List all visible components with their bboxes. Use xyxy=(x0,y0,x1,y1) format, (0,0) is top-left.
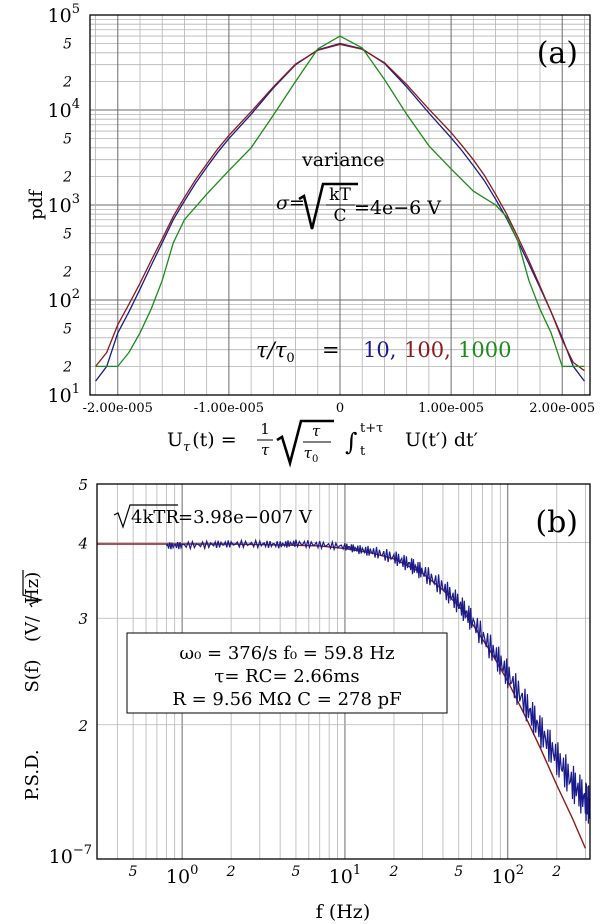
ylabel-unit: (V/Hz) xyxy=(22,572,43,642)
params-line-1: ω₀ = 376/s f₀ = 59.8 Hz xyxy=(179,643,394,664)
panel-b-xtick-decade: 101 xyxy=(329,863,361,888)
panel-b: 100 101 102 5 2 5 2 5 2 5 4 3 2 10−7 (b) P.S.D. S(f) … xyxy=(22,476,591,923)
panel-a-ytick-minor: 5 xyxy=(63,227,72,243)
panel-b-xtick-minor: 2 xyxy=(226,864,236,880)
panel-a-xtick-label: 2.00e-005 xyxy=(529,401,595,416)
panel-a-xtick-label: 1.00e-005 xyxy=(418,401,484,416)
legend-prefix-sub: 0 xyxy=(286,351,294,366)
panel-a-xtick-label: -2.00e-005 xyxy=(83,401,153,416)
xlabel-sqrt-den-sub: 0 xyxy=(312,454,318,465)
xlabel-u-sub: τ xyxy=(183,440,191,455)
params-box: ω₀ = 376/s f₀ = 59.8 Hz τ= RC= 2.66ms R … xyxy=(126,632,448,714)
legend-prefix: τ/τ0 xyxy=(256,338,295,366)
panel-a-series-line-0 xyxy=(95,42,585,382)
panel-b-ytick-label: 2 xyxy=(77,717,88,735)
panel-b-xtick-minor: 2 xyxy=(551,864,561,880)
panel-b-xtick-minor: 2 xyxy=(388,864,398,880)
ylabel-unit-radical xyxy=(22,570,43,608)
panel-a-series-line-1 xyxy=(95,43,585,372)
panel-a-ytick-minor: 5 xyxy=(63,37,72,53)
panel-a-ytick-decade: 103 xyxy=(48,192,80,217)
panel-a-ytick-decade: 102 xyxy=(48,287,80,312)
legend-series-100: 100, xyxy=(404,338,451,362)
panel-a-xlabel: Uτ (t) = 1 τ τ τ0 ∫ t+τ t U(t′) dt′ xyxy=(167,419,478,468)
panel-a-legend: τ/τ0 = 10, 100, 1000 xyxy=(256,338,511,366)
xlabel-radical xyxy=(276,419,334,468)
legend-series-1000: 1000 xyxy=(458,338,511,362)
xlabel-sqrt-num: τ xyxy=(312,422,321,440)
sigma-frac-den: C xyxy=(333,206,346,226)
variance-annotation: variance σ= kT C =4e−6 V xyxy=(276,149,441,230)
panel-a-ytick-decade: 104 xyxy=(48,97,80,122)
xlabel-int-upper: t+τ xyxy=(360,421,383,436)
panel-b-series xyxy=(97,538,591,849)
xlabel-int-lower: t xyxy=(360,444,366,459)
params-line-3: R = 9.56 MΩ C = 278 pF xyxy=(172,689,401,710)
xlabel-sqrt-den: τ0 xyxy=(304,444,319,465)
panel-b-xlabel: f (Hz) xyxy=(316,901,370,923)
params-line-2: τ= RC= 2.66ms xyxy=(214,666,359,687)
panel-a-label: (a) xyxy=(537,36,578,71)
panel-a-xtick-label: -1.00e-005 xyxy=(194,401,264,416)
sigma-radical xyxy=(298,182,358,230)
xlabel-u: Uτ (t) = xyxy=(167,429,237,455)
legend-series-10: 10, xyxy=(363,338,396,362)
params-frame xyxy=(126,632,448,714)
panel-a-ytick-decade: 105 xyxy=(48,2,80,27)
variance-title: variance xyxy=(301,149,385,171)
panel-a-ytick-minor: 5 xyxy=(63,132,72,148)
panel-b-xtick-minor: 5 xyxy=(291,864,300,880)
panel-a-ytick-minor: 2 xyxy=(62,359,72,375)
panel-a-series xyxy=(95,35,585,382)
xlabel-integral: ∫ xyxy=(345,428,358,456)
xlabel-integrand: U(t′) dt′ xyxy=(405,429,478,451)
ylabel-sf: S(f) xyxy=(22,659,43,692)
panel-b-series-line-1 xyxy=(165,538,591,824)
noise-rad: 4kTR xyxy=(131,507,179,528)
panel-a-series-line-2 xyxy=(95,35,585,368)
panel-a-tick-labels: -2.00e-005 -1.00e-005 0 1.00e-005 2.00e-005 1… xyxy=(48,2,596,416)
panel-b-tick-labels: 100 101 102 5 2 5 2 5 2 5 4 3 2 10−7 xyxy=(49,476,562,888)
panel-a-ytick-minor: 2 xyxy=(62,74,72,90)
panel-b-ylabel: P.S.D. S(f) (V/Hz) xyxy=(22,570,43,801)
panel-b-label: (b) xyxy=(535,505,578,540)
noise-label: 4kTR =3.98e−007 V xyxy=(113,504,313,529)
panel-a-ytick-minor: 2 xyxy=(62,264,72,280)
panel-b-xtick-decade: 100 xyxy=(166,863,198,888)
ylabel-psd: P.S.D. xyxy=(22,749,43,800)
noise-radical xyxy=(113,504,178,529)
xlabel-frac-den: τ xyxy=(261,441,270,459)
panel-b-ytick-label: 4 xyxy=(77,535,88,553)
xlabel-frac-num: 1 xyxy=(260,420,270,438)
panel-a-frame xyxy=(89,14,591,396)
sigma-frac-num: kT xyxy=(329,185,351,205)
panel-a: -2.00e-005 -1.00e-005 0 1.00e-005 2.00e-005 1… xyxy=(26,2,596,468)
panel-b-ytick-label: 5 xyxy=(78,476,88,494)
panel-b-ytick-bottom: 10−7 xyxy=(49,843,92,868)
noise-value: =3.98e−007 V xyxy=(178,507,313,528)
panel-b-xtick-minor: 5 xyxy=(129,864,138,880)
panel-b-frame xyxy=(96,483,591,860)
panel-b-ytick-label: 3 xyxy=(78,610,88,628)
panel-a-ytick-minor: 5 xyxy=(63,322,72,338)
panel-b-xtick-decade: 102 xyxy=(492,863,524,888)
panel-a-xtick-label: 0 xyxy=(336,401,344,416)
panel-b-xtick-minor: 5 xyxy=(454,864,463,880)
panel-a-ytick-decade: 101 xyxy=(48,382,80,407)
legend-eq: = xyxy=(322,338,340,362)
sigma-label: σ= xyxy=(276,192,305,214)
panel-a-ylabel: pdf xyxy=(26,189,47,220)
sigma-value: =4e−6 V xyxy=(354,197,441,219)
panel-a-ytick-minor: 2 xyxy=(62,169,72,185)
xlabel-eq: (t) = xyxy=(192,429,236,451)
